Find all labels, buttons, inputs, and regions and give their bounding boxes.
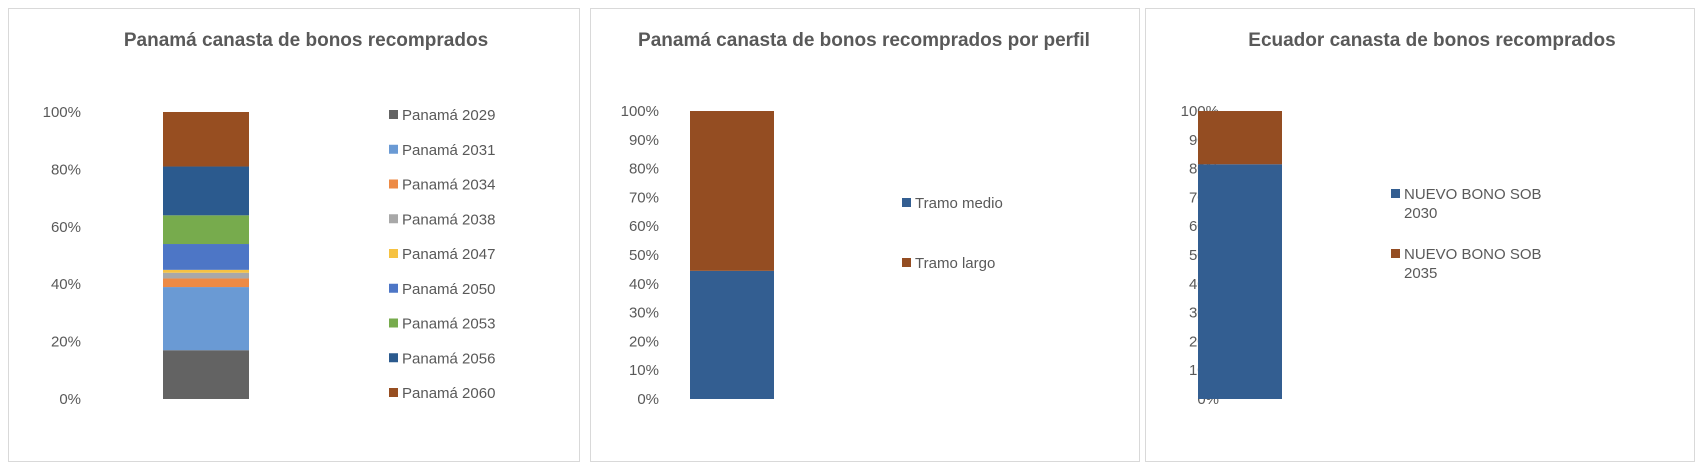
chart-title: Panamá canasta de bonos recomprados bbox=[124, 30, 488, 51]
legend-label-panama-2056: Panamá 2056 bbox=[402, 350, 495, 367]
y-tick-label: 50% bbox=[629, 247, 659, 264]
y-tick-label: 60% bbox=[629, 218, 659, 235]
chart-svg-panama-perfil: Panamá canasta de bonos recomprados por … bbox=[621, 30, 1090, 408]
legend-swatch-panama-2031 bbox=[389, 144, 398, 154]
legend-swatch-panama-2060 bbox=[389, 388, 398, 397]
legend-swatch-panama-2056 bbox=[389, 353, 398, 363]
bar-segment-panama-2029 bbox=[163, 350, 249, 399]
y-tick-label: 100% bbox=[43, 104, 81, 121]
y-tick-label: 10% bbox=[629, 362, 659, 379]
legend-label-tramo-medio: Tramo medio bbox=[915, 195, 1003, 212]
bar-segment-panama-2060 bbox=[163, 112, 249, 167]
legend-label-nuevo-bono-sob-2035: NUEVO BONO SOB 2035 bbox=[1404, 246, 1542, 282]
legend-label-panama-2053: Panamá 2053 bbox=[402, 316, 495, 333]
legend-label-panama-2034: Panamá 2034 bbox=[402, 177, 495, 194]
y-tick-label: 40% bbox=[629, 276, 659, 293]
bar-segment-panama-2031 bbox=[163, 287, 249, 351]
legend-swatch-nuevo-bono-sob-2035 bbox=[1391, 249, 1400, 258]
chart-title: Panamá canasta de bonos recomprados por … bbox=[638, 30, 1090, 51]
chart-panel-panama-perfil: Panamá canasta de bonos recomprados por … bbox=[590, 8, 1140, 462]
chart-svg-ecuador: Ecuador canasta de bonos recomprados 0%1… bbox=[1181, 30, 1616, 408]
legend-swatch-panama-2029 bbox=[389, 110, 398, 119]
legend-swatch-tramo-largo bbox=[902, 258, 911, 267]
y-tick-label: 70% bbox=[629, 189, 659, 206]
bar-segment-tramo-medio bbox=[690, 270, 774, 399]
legend-label-tramo-largo: Tramo largo bbox=[915, 255, 995, 272]
legend-swatch-panama-2038 bbox=[389, 214, 398, 224]
bar-segment-nuevo-bono-sob-2030 bbox=[1198, 164, 1282, 399]
bar-segment-panama-2047 bbox=[163, 269, 249, 273]
legend-swatch-panama-2047 bbox=[389, 249, 398, 258]
bar-segment-panama-2050 bbox=[163, 244, 249, 270]
y-tick-label: 80% bbox=[51, 161, 81, 178]
y-tick-label: 30% bbox=[629, 305, 659, 322]
y-tick-label: 60% bbox=[51, 219, 81, 236]
y-tick-label: 0% bbox=[59, 391, 81, 408]
bar-segment-panama-2038 bbox=[163, 272, 249, 279]
y-tick-label: 90% bbox=[629, 132, 659, 149]
chart-panel-panama: Panamá canasta de bonos recomprados 0% 20… bbox=[8, 8, 580, 462]
chart-title: Ecuador canasta de bonos recomprados bbox=[1248, 30, 1615, 51]
legend-label-panama-2029: Panamá 2029 bbox=[402, 107, 495, 124]
legend-swatch-nuevo-bono-sob-2030 bbox=[1391, 189, 1400, 198]
chart-svg-panama: Panamá canasta de bonos recomprados 0% 20… bbox=[43, 30, 496, 408]
y-tick-label: 20% bbox=[51, 334, 81, 351]
bar-segment-nuevo-bono-sob-2035 bbox=[1198, 111, 1282, 165]
legend-label-panama-2050: Panamá 2050 bbox=[402, 281, 495, 298]
bar-segment-panama-2056 bbox=[163, 166, 249, 216]
chart-panel-ecuador: Ecuador canasta de bonos recomprados 0%1… bbox=[1145, 8, 1695, 462]
y-tick-label: 100% bbox=[621, 103, 659, 120]
y-tick-label: 20% bbox=[629, 333, 659, 350]
bar-segment-tramo-largo bbox=[690, 111, 774, 271]
legend-label-panama-2060: Panamá 2060 bbox=[402, 385, 495, 402]
legend-swatch-panama-2034 bbox=[389, 179, 398, 189]
legend-label-panama-2038: Panamá 2038 bbox=[402, 211, 495, 228]
legend-label-panama-2031: Panamá 2031 bbox=[402, 142, 495, 159]
legend-label-panama-2047: Panamá 2047 bbox=[402, 246, 495, 263]
bar-segment-panama-2053 bbox=[163, 215, 249, 245]
legend-label-nuevo-bono-sob-2030: NUEVO BONO SOB 2030 bbox=[1404, 186, 1542, 222]
bar-segment-panama-2034 bbox=[163, 278, 249, 288]
y-tick-label: 40% bbox=[51, 276, 81, 293]
y-tick-label: 80% bbox=[629, 161, 659, 178]
legend-swatch-tramo-medio bbox=[902, 198, 911, 207]
legend-swatch-panama-2050 bbox=[389, 283, 398, 293]
legend-swatch-panama-2053 bbox=[389, 318, 398, 328]
y-tick-label: 0% bbox=[637, 391, 659, 408]
